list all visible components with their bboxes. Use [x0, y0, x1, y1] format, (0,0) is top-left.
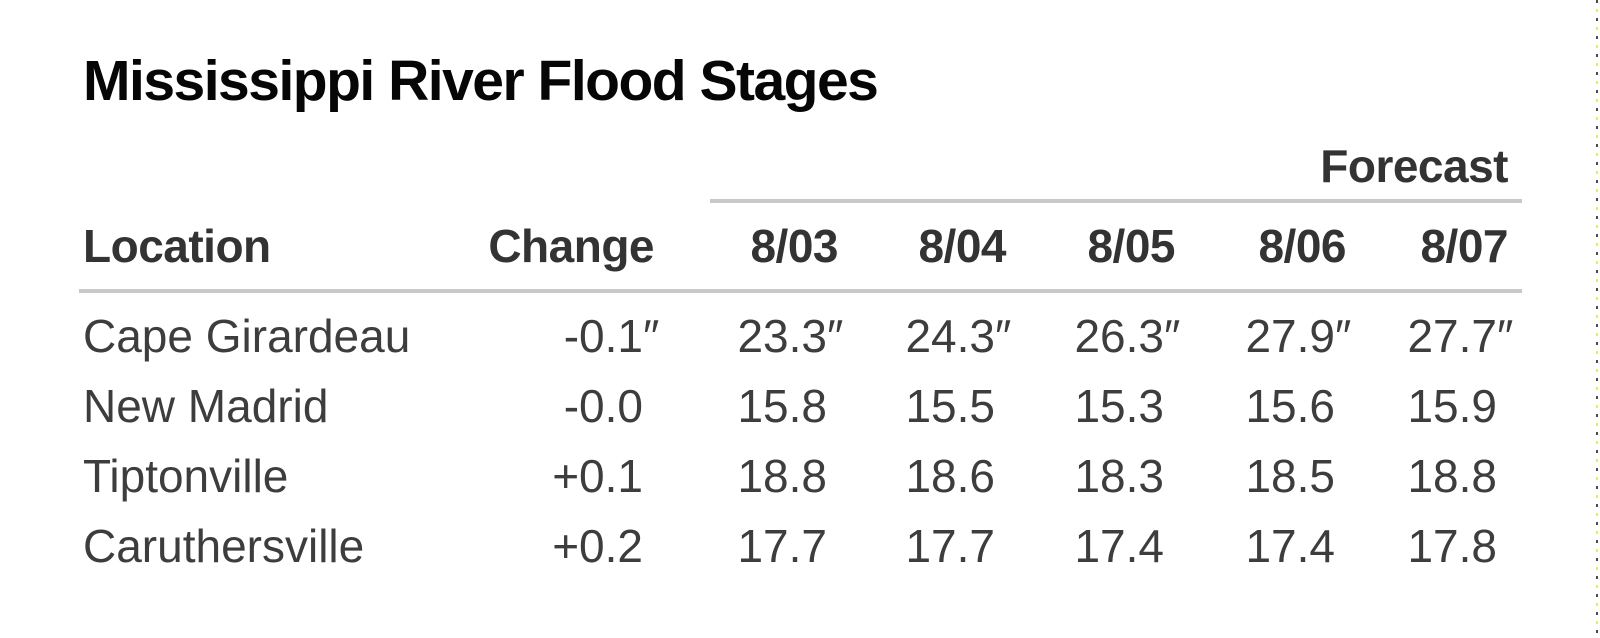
column-header-change: Change [459, 203, 655, 293]
flood-stages-table: Location Change 8/03 8/04 8/05 8/06 8/07 Cape … [79, 203, 1522, 581]
stage-cell: 15.5 [905, 380, 995, 432]
column-header-8-03: 8/03 [654, 203, 839, 293]
column-header-8-04: 8/04 [838, 203, 1007, 293]
stage-cell: 27.7″ [1407, 310, 1514, 362]
stage-cell: 17.4 [1074, 520, 1164, 572]
stage-cell: 24.3″ [905, 310, 1012, 362]
forecast-label: Forecast [1320, 140, 1508, 192]
table-row-cape-girardeau: Cape Girardeau -0.1″ 23.3″ 24.3″ 26.3″ 27.9″ 2… [79, 291, 1522, 371]
stage-cell: 15.9 [1407, 380, 1497, 432]
table-row-tiptonville: Tiptonville +0.1 18.8 18.6 18.3 18.5 18.8 [79, 441, 1522, 511]
table-header-row: Location Change 8/03 8/04 8/05 8/06 8/07 [79, 203, 1522, 293]
stage-cell: 18.3 [1074, 450, 1164, 502]
column-header-8-07: 8/07 [1346, 203, 1522, 293]
forecast-group-header: Forecast [79, 112, 1522, 199]
location-cell: New Madrid [83, 380, 329, 432]
change-cell: +0.2 [552, 520, 643, 572]
forecast-rule [710, 199, 1522, 203]
column-header-8-06: 8/06 [1175, 203, 1347, 293]
stage-cell: 15.8 [737, 380, 827, 432]
page-title: Mississippi River Flood Stages [83, 49, 879, 113]
stage-cell: 23.3″ [737, 310, 844, 362]
stage-cell: 17.7 [905, 520, 995, 572]
stage-cell: 17.4 [1245, 520, 1335, 572]
stage-cell: 18.6 [905, 450, 995, 502]
stage-cell: 18.8 [1407, 450, 1497, 502]
stage-cell: 18.8 [737, 450, 827, 502]
change-cell: -0.0 [563, 380, 643, 432]
table-row-new-madrid: New Madrid -0.0 15.8 15.5 15.3 15.6 15.9 [79, 371, 1522, 441]
flood-stages-widget: Mississippi River Flood Stages Forecast … [79, 0, 1522, 581]
column-header-8-05: 8/05 [1006, 203, 1176, 293]
stage-cell: 15.3 [1074, 380, 1164, 432]
stage-cell: 15.6 [1245, 380, 1335, 432]
location-cell: Cape Girardeau [83, 310, 411, 362]
stage-cell: 18.5 [1245, 450, 1335, 502]
stage-cell: 17.7 [737, 520, 827, 572]
selection-edge-dashes [1596, 0, 1598, 638]
stage-cell: 17.8 [1407, 520, 1497, 572]
table-row-caruthersville: Caruthersville +0.2 17.7 17.7 17.4 17.4 17.8 [79, 511, 1522, 581]
change-cell: +0.1 [552, 450, 643, 502]
location-cell: Tiptonville [83, 450, 289, 502]
column-header-location: Location [79, 203, 459, 293]
location-cell: Caruthersville [83, 520, 365, 572]
stage-cell: 27.9″ [1245, 310, 1352, 362]
table-body: Cape Girardeau -0.1″ 23.3″ 24.3″ 26.3″ 27.9″ 2… [79, 291, 1522, 581]
stage-cell: 26.3″ [1074, 310, 1181, 362]
change-cell: -0.1″ [563, 310, 660, 362]
